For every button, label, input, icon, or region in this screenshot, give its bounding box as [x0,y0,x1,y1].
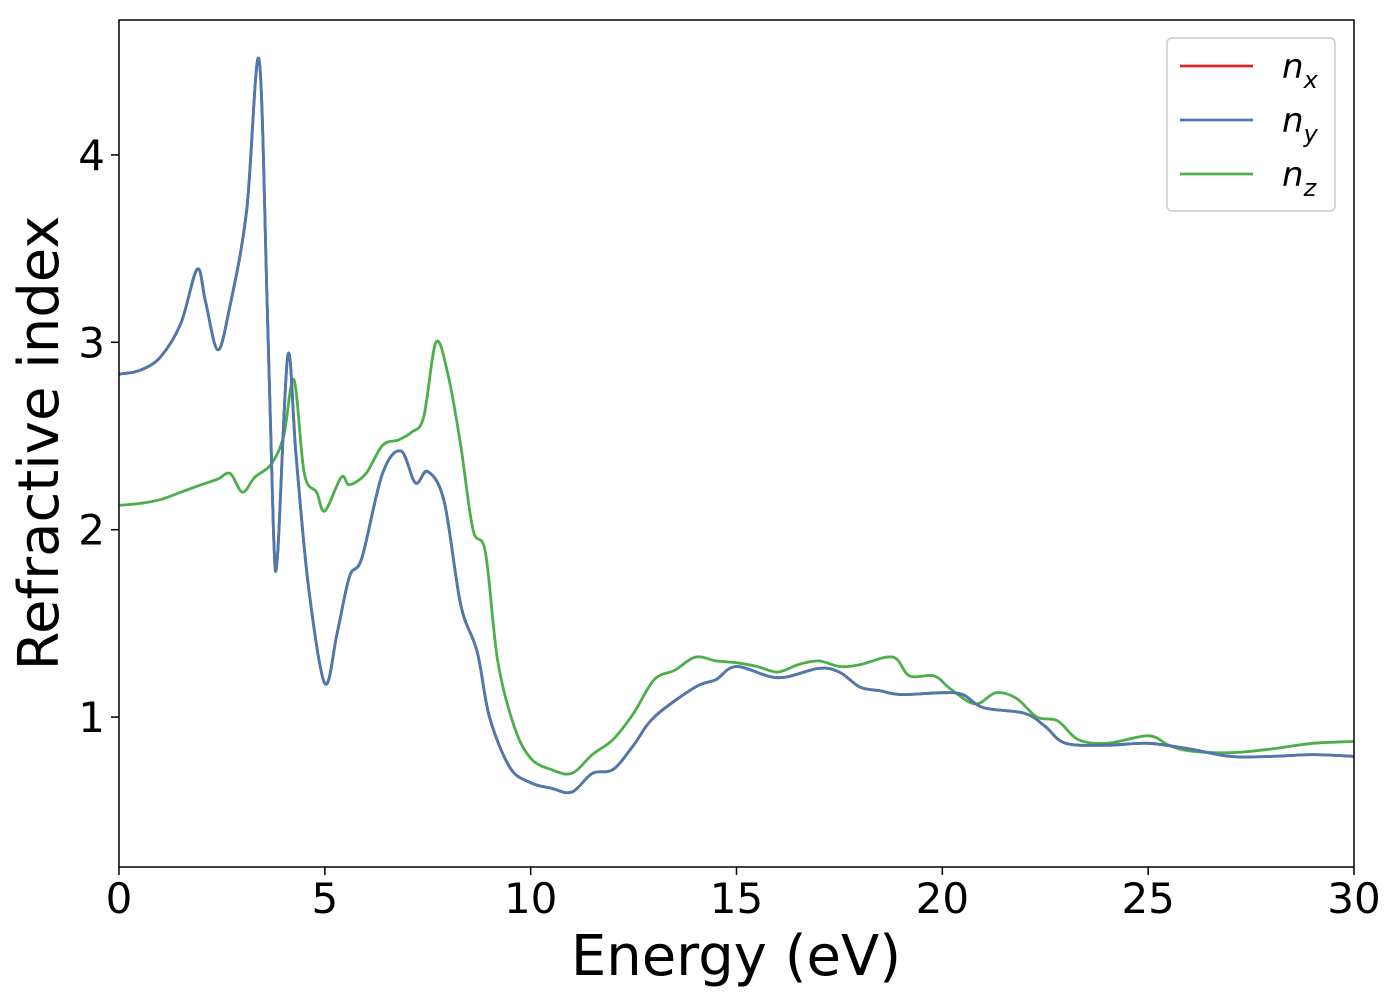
legend-label-nx: nx [1282,47,1319,94]
x-axis-label: Energy (eV) [571,924,901,989]
legend-label-base: n [1282,155,1304,195]
legend-label-nz: nz [1282,155,1318,202]
legend-label-base: n [1282,47,1304,87]
x-tick-label: 20 [916,874,969,923]
legend-label-subscript: z [1303,174,1318,202]
legend-label-base: n [1282,101,1304,141]
series-line-nz [119,339,1354,776]
y-axis-label: Refractive index [7,216,72,671]
x-tick-label: 0 [106,874,133,923]
y-tick-label: 1 [78,693,105,742]
x-tick-label: 25 [1121,874,1174,923]
x-tick-label: 10 [504,874,557,923]
x-tick-label: 30 [1327,874,1380,923]
plot-frame [118,19,1355,868]
legend-label-ny: ny [1282,101,1319,148]
series-line-ny [119,56,1354,795]
x-tick-label: 5 [311,874,338,923]
y-tick-label: 3 [78,318,105,367]
legend-frame [1166,37,1336,212]
x-axis-ticks: 0 5 10 15 20 25 30 [106,867,1381,923]
legend-label-subscript: x [1303,66,1319,94]
x-tick-label: 15 [710,874,763,923]
y-axis-ticks: 1 2 3 4 [78,131,119,742]
legend-label-subscript: y [1303,120,1319,148]
y-tick-label: 2 [78,506,105,555]
y-tick-label: 4 [78,131,105,180]
series-lines [119,56,1354,795]
